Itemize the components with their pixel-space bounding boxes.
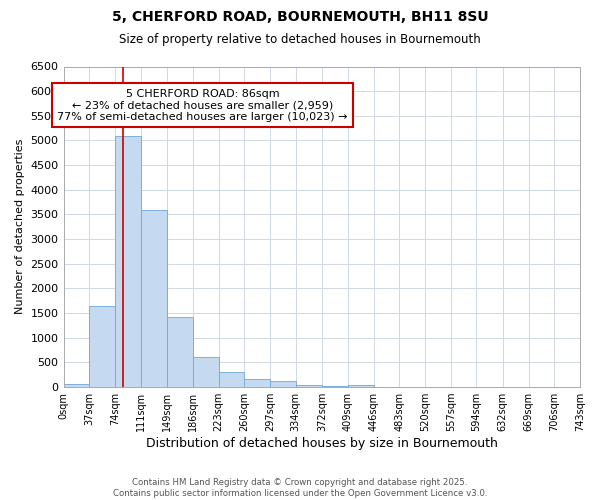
Bar — [167, 317, 193, 387]
Bar — [218, 372, 244, 387]
Bar — [115, 136, 140, 387]
Bar — [140, 210, 167, 387]
Y-axis label: Number of detached properties: Number of detached properties — [15, 139, 25, 314]
Bar — [296, 384, 322, 387]
Bar — [348, 384, 374, 387]
Text: 5, CHERFORD ROAD, BOURNEMOUTH, BH11 8SU: 5, CHERFORD ROAD, BOURNEMOUTH, BH11 8SU — [112, 10, 488, 24]
Bar — [270, 380, 296, 387]
Bar — [89, 306, 115, 387]
Text: Contains HM Land Registry data © Crown copyright and database right 2025.
Contai: Contains HM Land Registry data © Crown c… — [113, 478, 487, 498]
Bar — [322, 386, 348, 387]
Bar — [244, 380, 270, 387]
Text: 5 CHERFORD ROAD: 86sqm
← 23% of detached houses are smaller (2,959)
77% of semi-: 5 CHERFORD ROAD: 86sqm ← 23% of detached… — [58, 88, 348, 122]
Bar — [193, 356, 218, 387]
Bar — [64, 384, 89, 387]
Text: Size of property relative to detached houses in Bournemouth: Size of property relative to detached ho… — [119, 32, 481, 46]
X-axis label: Distribution of detached houses by size in Bournemouth: Distribution of detached houses by size … — [146, 437, 498, 450]
